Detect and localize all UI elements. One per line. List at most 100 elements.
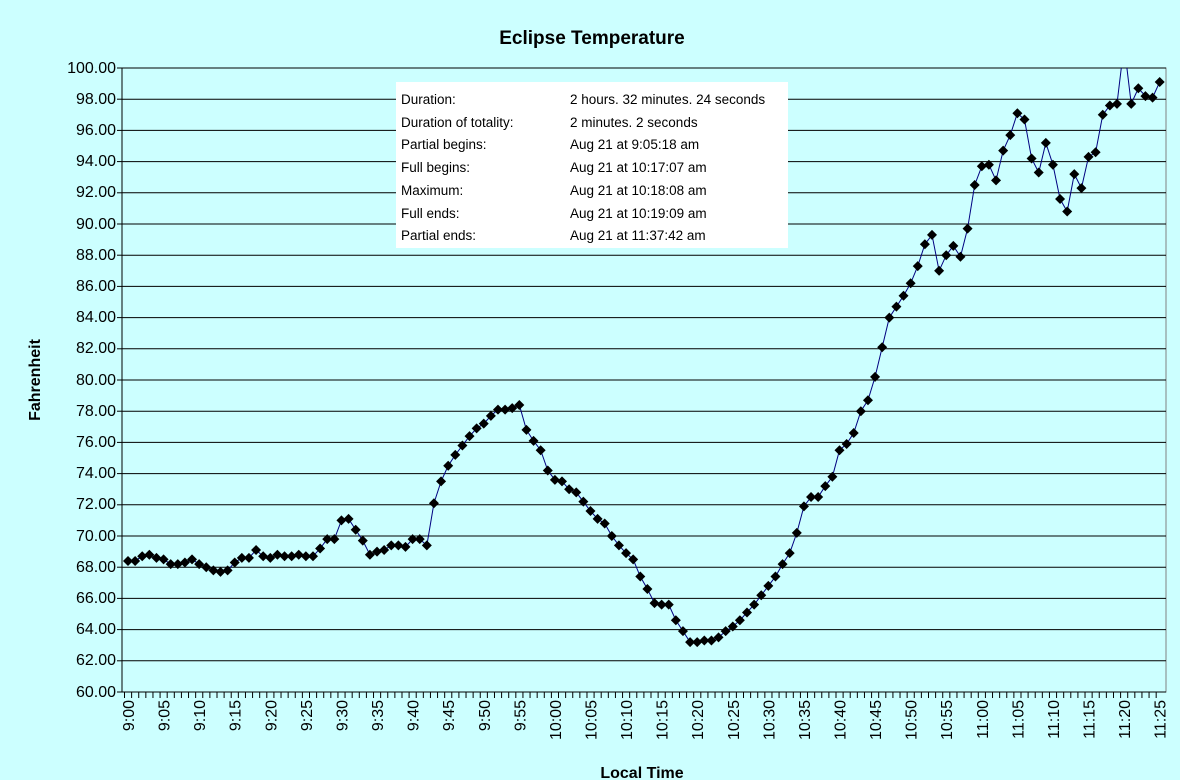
data-point: [677, 626, 688, 637]
data-point: [813, 492, 824, 502]
data-point: [428, 498, 439, 509]
data-point: [578, 496, 589, 507]
x-tick-label: 10:00: [548, 700, 565, 740]
data-point: [934, 265, 945, 276]
data-point: [201, 562, 212, 573]
info-row: Duration: 2 hours. 32 minutes. 24 seconds: [401, 90, 786, 110]
x-tick-label: 10:45: [868, 700, 885, 740]
data-point: [507, 403, 518, 414]
data-point: [179, 557, 190, 568]
data-point: [457, 440, 468, 451]
info-value: Aug 21 at 9:05:18 am: [570, 137, 700, 153]
data-point: [407, 534, 418, 545]
data-point: [962, 223, 973, 234]
data-point: [770, 571, 781, 582]
data-point: [478, 418, 489, 429]
data-point: [158, 554, 169, 565]
x-tick-label: 9:35: [370, 700, 387, 731]
data-point: [870, 371, 881, 382]
y-tick-label: 64.00: [75, 621, 116, 639]
data-point: [1047, 159, 1058, 170]
data-point: [194, 559, 205, 570]
data-point: [379, 545, 390, 556]
data-point: [969, 180, 980, 190]
data-point: [336, 515, 347, 526]
y-tick-label: 78.00: [75, 402, 116, 420]
data-point: [742, 607, 753, 618]
y-tick-label: 60.00: [75, 683, 116, 701]
data-point: [357, 535, 368, 546]
data-point: [528, 435, 539, 446]
data-point: [535, 445, 546, 456]
x-tick-label: 11:25: [1153, 700, 1170, 739]
info-row: Maximum: Aug 21 at 10:18:08 am: [401, 181, 786, 201]
data-point: [685, 637, 696, 648]
data-point: [635, 571, 646, 582]
info-row: Partial begins: Aug 21 at 9:05:18 am: [401, 135, 786, 155]
data-point: [258, 551, 269, 562]
data-point: [144, 549, 155, 560]
data-point: [500, 404, 511, 415]
data-point: [1076, 183, 1087, 194]
data-point: [300, 551, 311, 562]
data-point: [1154, 77, 1165, 88]
data-point: [862, 395, 873, 406]
data-point: [492, 404, 503, 415]
x-tick-label: 9:15: [228, 700, 245, 731]
data-point: [564, 484, 575, 495]
x-tick-label: 9:20: [263, 700, 280, 731]
data-point: [1062, 206, 1073, 217]
data-point: [485, 410, 496, 421]
data-point: [165, 559, 176, 570]
data-point: [976, 161, 987, 172]
data-point: [991, 175, 1002, 186]
data-point: [236, 552, 247, 563]
data-point: [941, 250, 952, 261]
x-tick-label: 11:05: [1010, 700, 1027, 739]
data-point: [286, 551, 297, 562]
info-row: Partial ends: Aug 21 at 11:37:42 am: [401, 226, 786, 246]
info-value: Aug 21 at 11:37:42 am: [570, 228, 706, 244]
x-tick-label: 9:45: [441, 700, 458, 731]
x-tick-label: 10:40: [833, 700, 850, 740]
data-point: [322, 534, 333, 545]
x-tick-label: 9:40: [406, 700, 423, 731]
y-tick-label: 74.00: [75, 465, 116, 483]
data-point: [393, 540, 404, 551]
data-point: [400, 541, 411, 552]
x-tick-label: 11:10: [1046, 700, 1063, 739]
data-point: [1090, 147, 1101, 158]
y-tick-label: 76.00: [75, 433, 116, 451]
data-point: [293, 549, 304, 560]
x-tick-label: 10:25: [726, 700, 743, 740]
info-value: Aug 21 at 10:17:07 am: [570, 160, 707, 176]
data-point: [663, 599, 674, 610]
data-point: [926, 229, 937, 240]
data-point: [222, 565, 233, 576]
info-value: Aug 21 at 10:18:08 am: [570, 182, 707, 198]
data-point: [720, 626, 731, 637]
x-tick-label: 10:30: [761, 700, 778, 740]
data-point: [919, 239, 930, 250]
data-point: [834, 445, 845, 456]
y-tick-label: 80.00: [75, 371, 116, 389]
y-tick-label: 70.00: [75, 527, 116, 545]
data-point: [172, 559, 183, 570]
x-tick-label: 11:15: [1082, 700, 1099, 739]
y-tick-label: 86.00: [75, 277, 116, 295]
data-point: [364, 549, 375, 560]
data-point: [841, 438, 852, 449]
y-tick-label: 68.00: [75, 558, 116, 576]
x-axis-label: Local Time: [600, 765, 683, 780]
data-point: [948, 240, 959, 251]
data-point: [784, 548, 795, 559]
y-tick-label: 66.00: [75, 589, 116, 607]
data-point: [443, 460, 454, 471]
data-point: [414, 534, 425, 545]
data-point: [137, 551, 148, 562]
x-tick-label: 10:20: [690, 700, 707, 740]
y-tick-labels: 60.00 62.00 64.00 66.00 68.00 70.00 72.00 74.00…: [0, 0, 120, 780]
data-point: [571, 487, 582, 498]
data-point: [421, 540, 432, 551]
